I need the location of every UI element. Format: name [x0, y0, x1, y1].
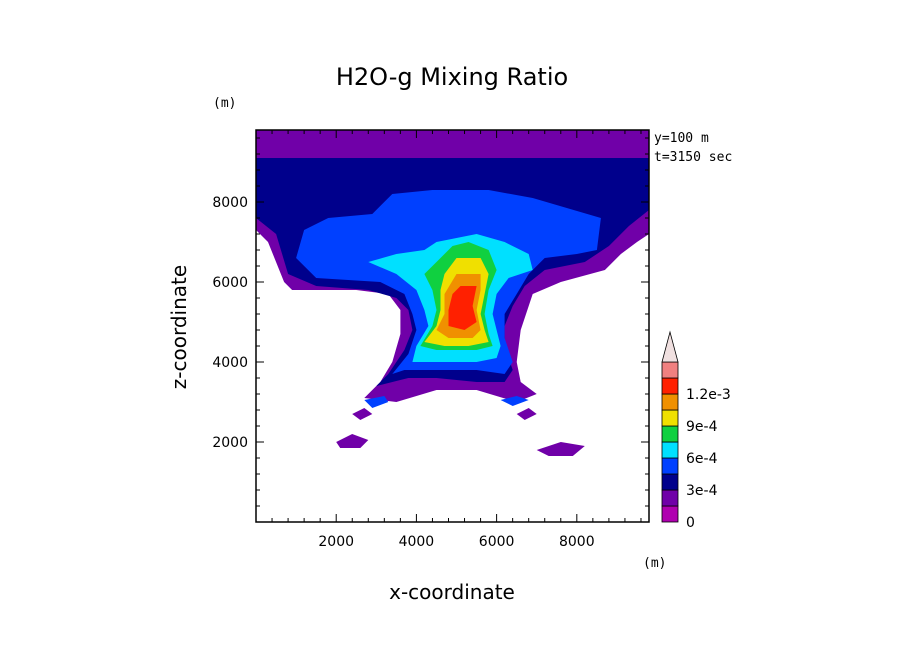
- colorbar-tick-label: 6e-4: [686, 451, 718, 467]
- contour-region-12: [364, 396, 389, 408]
- y-tick-label: 8000: [212, 195, 248, 211]
- contour-region-11: [516, 408, 537, 420]
- y-tick-label: 6000: [212, 275, 248, 291]
- colorbar-band: [661, 473, 679, 491]
- annotation-time: t=3150 sec: [654, 150, 732, 165]
- colorbar-tick-label: 1.2e-3: [686, 387, 731, 403]
- contour-regions: [256, 130, 649, 456]
- colorbar-band: [661, 457, 679, 475]
- plot-frame: [255, 129, 650, 523]
- colorbar-band: [661, 489, 679, 507]
- colorbar-band: [661, 441, 679, 459]
- plot-area: [256, 130, 649, 456]
- colorbar-band: [661, 505, 679, 523]
- colorbar-band: [661, 361, 679, 379]
- colorbar-band: [661, 393, 679, 411]
- y-tick-label: 2000: [212, 435, 248, 451]
- colorbar-band: [661, 409, 679, 427]
- x-axis-ticks: 2000 4000 6000 8000: [271, 130, 642, 550]
- colorbar-band: [661, 425, 679, 443]
- colorbar-band: [661, 377, 679, 395]
- x-tick-label: 2000: [318, 534, 354, 550]
- contour-region-10: [352, 408, 373, 420]
- x-unit-label: (m): [643, 556, 666, 571]
- colorbar-tick-label: 3e-4: [686, 483, 718, 499]
- y-unit-label: (m): [213, 96, 236, 111]
- y-tick-label: 4000: [212, 355, 248, 371]
- colorbar-tick-label: 9e-4: [686, 419, 718, 435]
- annotation-y: y=100 m: [654, 131, 709, 146]
- chart-title: H2O-g Mixing Ratio: [336, 63, 568, 91]
- colorbar-extension: [661, 330, 679, 363]
- contour-region-13: [500, 396, 529, 406]
- contour-region-7: [448, 286, 477, 330]
- colorbar: 0 3e-4 6e-4 9e-4 1.2e-3: [661, 330, 731, 531]
- x-axis-label: x-coordinate: [389, 580, 515, 604]
- y-axis-label: z-coordinate: [167, 265, 191, 389]
- x-tick-label: 4000: [399, 534, 435, 550]
- colorbar-tick-label: 0: [686, 515, 695, 531]
- x-tick-label: 6000: [479, 534, 515, 550]
- contour-region-8: [336, 434, 369, 448]
- x-tick-label: 8000: [559, 534, 595, 550]
- y-axis-ticks: 2000 4000 6000 8000: [212, 137, 649, 507]
- contour-region-9: [536, 442, 585, 456]
